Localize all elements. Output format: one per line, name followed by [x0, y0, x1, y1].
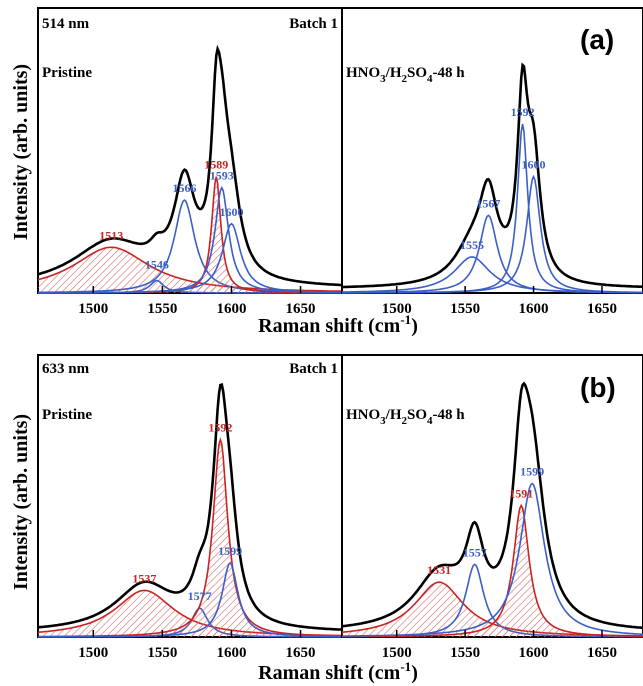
x-axis-title-b-sup: -1 — [400, 659, 411, 674]
peak-label-0-0-0: 1513 — [99, 228, 123, 242]
sample-label-b-right: HNO3/H2SO4-48 h — [346, 407, 465, 427]
peak-label-1-0-0: 1537 — [132, 571, 156, 585]
peak-label-1-0-3: 1599 — [218, 544, 242, 558]
tick-label-1-0-2: 1600 — [216, 645, 246, 661]
peak-label-0-1-2: 1592 — [511, 105, 535, 119]
peak-curve-0-1-3 — [342, 174, 643, 294]
tick-label-1-1-0: 1500 — [382, 645, 412, 661]
panel-tag-a: (a) — [580, 24, 614, 55]
tick-label-0-1-1: 1550 — [450, 301, 480, 317]
peak-label-0-0-3: 1589 — [204, 158, 228, 172]
x-axis-title-a-sup: -1 — [400, 312, 411, 327]
peak-label-1-1-3: 1599 — [520, 465, 544, 479]
acid-sub-2: 2 — [402, 73, 408, 85]
peak-curve-1-1-2 — [342, 503, 643, 638]
peak-label-0-0-1: 1546 — [145, 257, 169, 271]
acid-b-sub-3: 3 — [380, 415, 386, 427]
y-axis-title-b: Intensity (arb. units) — [10, 414, 32, 590]
x-axis-title-b: Raman shift (cm-1) — [258, 659, 418, 684]
acid-b-hno: HNO — [346, 407, 380, 423]
peak-label-0-1-3: 1600 — [522, 158, 546, 172]
panel-tag-b: (b) — [580, 372, 616, 403]
peak-curve-0-0-5 — [38, 222, 342, 294]
tick-label-0-0-1: 1550 — [147, 301, 177, 317]
sample-label-a-right: HNO3/H2SO4-48 h — [346, 65, 465, 85]
envelope-0-1 — [342, 62, 643, 289]
tick-label-1-0-1: 1550 — [147, 645, 177, 661]
peak-label-1-1-1: 1557 — [463, 545, 487, 559]
peak-curve-1-1-3 — [342, 482, 643, 637]
x-axis-title-a-main: Raman shift (cm — [258, 315, 401, 337]
peak-label-1-1-0: 1531 — [427, 563, 451, 577]
x-axis-title-a-end: ) — [411, 315, 418, 337]
acid-b-sub-2: 2 — [402, 415, 408, 427]
x-axis-title-b-end: ) — [411, 662, 418, 684]
tick-label-0-0-3: 1650 — [286, 301, 316, 317]
peak-fill-1-1-0 — [342, 582, 643, 637]
y-axis-title-a: Intensity (arb. units) — [10, 64, 32, 240]
tick-label-1-0-3: 1650 — [286, 645, 316, 661]
peak-label-0-0-4: 1593 — [210, 169, 234, 183]
x-axis-title-a: Raman shift (cm-1) — [258, 312, 418, 337]
tick-label-1-0-0: 1500 — [78, 645, 108, 661]
x-axis-title-b-main: Raman shift (cm — [258, 662, 401, 684]
peak-fill-1-0-0 — [38, 590, 342, 637]
sample-label-a-left: Pristine — [42, 65, 92, 81]
peak-curve-1-0-3 — [38, 561, 343, 638]
peak-label-1-1-2: 1591 — [509, 486, 533, 500]
tick-label-0-0-0: 1500 — [78, 301, 108, 317]
envelope-1-0 — [37, 382, 342, 631]
laser-label-b: 633 nm — [42, 361, 90, 377]
frame-0-1 — [341, 7, 643, 294]
acid-h: /H — [385, 65, 402, 81]
envelope-1-1 — [341, 381, 643, 630]
acid-hno: HNO — [346, 65, 380, 81]
tick-label-0-1-0: 1500 — [382, 301, 412, 317]
peak-label-1-0-1: 1577 — [188, 589, 212, 603]
batch-label-a: Batch 1 — [289, 16, 338, 32]
peak-fill-0-0-0 — [38, 247, 342, 293]
acid-b-sub-4: 4 — [427, 415, 433, 427]
tick-label-1-1-2: 1600 — [519, 645, 549, 661]
tick-label-0-1-2: 1600 — [519, 301, 549, 317]
peak-label-0-1-1: 1567 — [476, 196, 500, 210]
acid-time: -48 h — [433, 65, 466, 81]
envelope-0-0 — [37, 44, 342, 287]
acid-sub-4: 4 — [427, 73, 433, 85]
tick-label-1-1-3: 1650 — [587, 645, 617, 661]
tick-label-1-1-1: 1550 — [450, 645, 480, 661]
tick-label-0-1-3: 1650 — [587, 301, 617, 317]
acid-so: SO — [407, 65, 427, 81]
peak-label-0-0-5: 1600 — [219, 205, 243, 219]
tick-label-0-0-2: 1600 — [216, 301, 246, 317]
sample-label-b-left: Pristine — [42, 407, 92, 423]
acid-b-so: SO — [407, 407, 427, 423]
laser-label-a: 514 nm — [42, 16, 90, 32]
acid-b-h: /H — [385, 407, 402, 423]
peak-label-1-0-2: 1592 — [208, 421, 232, 435]
peak-label-0-0-2: 1566 — [172, 181, 196, 195]
batch-label-b: Batch 1 — [289, 361, 338, 377]
acid-sub-3: 3 — [380, 73, 386, 85]
peak-label-0-1-0: 1555 — [460, 238, 484, 252]
acid-b-time: -48 h — [433, 407, 466, 423]
